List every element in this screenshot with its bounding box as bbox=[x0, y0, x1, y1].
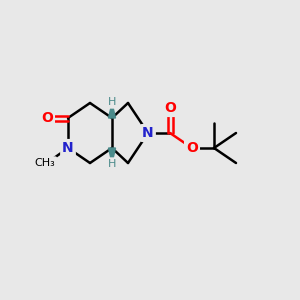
Polygon shape bbox=[109, 148, 116, 163]
Text: O: O bbox=[186, 141, 198, 155]
Text: CH₃: CH₃ bbox=[34, 158, 56, 168]
Polygon shape bbox=[109, 103, 116, 118]
Text: H: H bbox=[108, 97, 116, 107]
Text: O: O bbox=[164, 101, 176, 115]
Text: O: O bbox=[41, 111, 53, 125]
Text: H: H bbox=[108, 159, 116, 169]
Text: N: N bbox=[62, 141, 74, 155]
Text: N: N bbox=[142, 126, 154, 140]
